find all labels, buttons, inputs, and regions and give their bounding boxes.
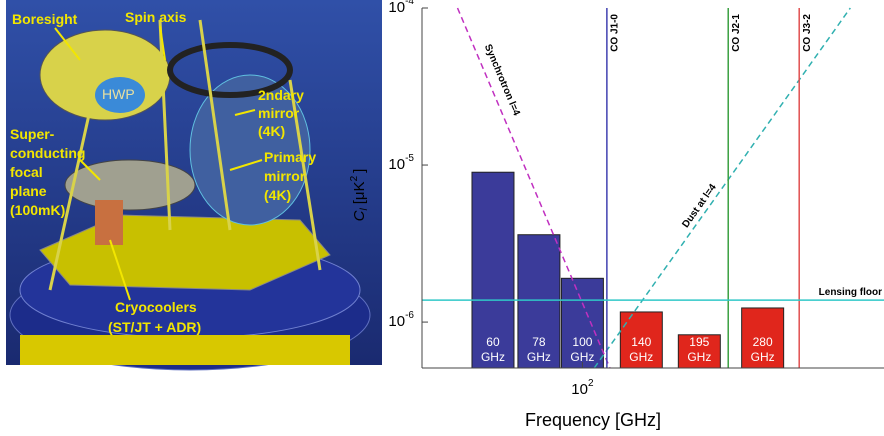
bar-label-line: 280 xyxy=(753,335,773,349)
label-line: Super- xyxy=(10,126,55,142)
y-title-unit: [μK xyxy=(351,181,368,204)
label-line: conducting xyxy=(10,145,85,161)
tick-base: 10 xyxy=(571,381,588,398)
y-tick-label: 10-5 xyxy=(388,153,414,173)
bar-label-line: GHz xyxy=(629,350,653,364)
label-line: mirror xyxy=(264,168,306,184)
y-title-symbol: C xyxy=(351,210,368,221)
label-line: focal xyxy=(10,164,43,180)
bar-label-line: 140 xyxy=(631,335,651,349)
horizontal-line-label: Lensing floor xyxy=(819,287,882,298)
label-line: Spin axis xyxy=(125,9,187,25)
label-line: mirror xyxy=(258,105,300,121)
y-title-close: ] xyxy=(351,169,368,173)
tick-base: 10 xyxy=(388,313,405,330)
tick-exponent: 2 xyxy=(588,378,594,389)
label-line: 2ndary xyxy=(258,87,304,103)
instrument-image: Boresight Spin axis HWP 2ndary mirror (4… xyxy=(6,0,382,370)
vertical-line-label: CO J1-0 xyxy=(610,14,621,52)
label-line: HWP xyxy=(102,86,135,102)
label-line: Cryocoolers xyxy=(115,299,197,315)
figure: Boresight Spin axis HWP 2ndary mirror (4… xyxy=(0,0,884,431)
tick-exponent: -4 xyxy=(405,0,414,7)
focal-plane xyxy=(65,160,195,210)
vertical-line-label: CO J2-1 xyxy=(731,14,742,52)
tick-base: 10 xyxy=(388,0,405,16)
tick-base: 10 xyxy=(388,156,405,173)
label-line: (100mK) xyxy=(10,202,65,218)
label-line: Primary xyxy=(264,149,316,165)
y-title-power: 2 xyxy=(349,175,360,181)
bar-label-line: GHz xyxy=(481,350,505,364)
label-line: plane xyxy=(10,183,47,199)
x-tick-label: 102 xyxy=(571,378,594,398)
line-label: Synchrotron l=4 xyxy=(482,43,522,118)
tick-exponent: -6 xyxy=(405,310,414,321)
label-line: (4K) xyxy=(264,187,291,203)
bar-label-line: GHz xyxy=(527,350,551,364)
bar-label-line: 100 xyxy=(572,335,592,349)
bar-label-line: 78 xyxy=(532,335,546,349)
y-tick-label: 10-4 xyxy=(388,0,414,16)
cryocooler xyxy=(95,200,123,245)
vertical-line-label: CO J3-2 xyxy=(802,14,813,52)
image-label: Spin axis xyxy=(125,9,187,25)
image-label: Boresight xyxy=(12,11,78,27)
image-label: HWP xyxy=(102,86,135,102)
label-line: (4K) xyxy=(258,123,285,139)
label-line: Boresight xyxy=(12,11,78,27)
bar-label-line: 195 xyxy=(689,335,709,349)
line-label: Dust at l=4 xyxy=(680,182,719,230)
tick-exponent: -5 xyxy=(405,153,414,164)
x-axis-title: Frequency [GHz] xyxy=(525,410,661,430)
bar-label-line: 60 xyxy=(486,335,500,349)
label-line: (ST/JT + ADR) xyxy=(108,319,201,335)
y-tick-label: 10-6 xyxy=(388,310,414,330)
bar-label-line: GHz xyxy=(687,350,711,364)
base xyxy=(20,335,350,365)
bar-label-line: GHz xyxy=(751,350,775,364)
